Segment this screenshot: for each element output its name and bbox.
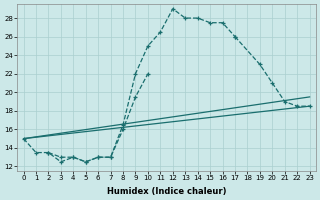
X-axis label: Humidex (Indice chaleur): Humidex (Indice chaleur) [107,187,226,196]
